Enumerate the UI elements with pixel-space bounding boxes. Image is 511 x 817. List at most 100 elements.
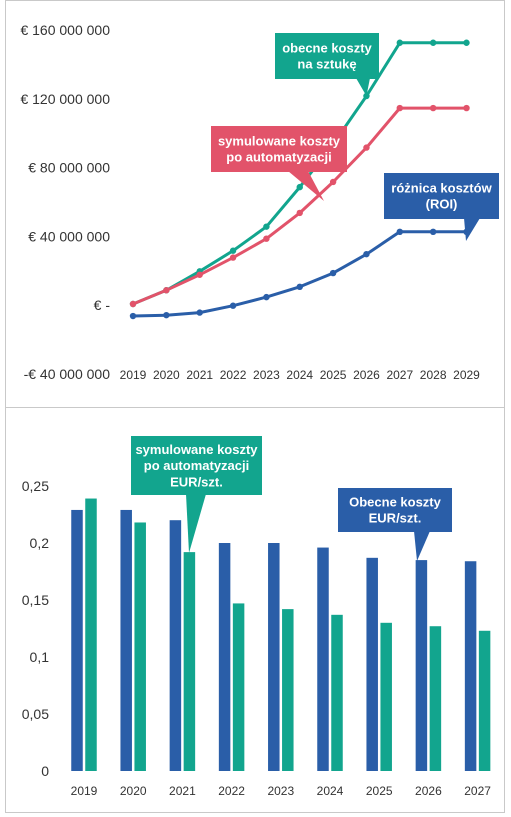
- x-tick-label: 2019: [71, 784, 98, 798]
- callout-obecne-koszty-box: [275, 33, 379, 79]
- y-tick-label: 0,1: [30, 649, 50, 665]
- y-tick-label: € 160 000 000: [20, 22, 110, 38]
- bar-symulowane-koszty-po-automatyzacji-eur-szt: [85, 498, 97, 771]
- x-tick-label: 2026: [353, 368, 380, 382]
- callout-obecne-koszty-eur-pointer: [414, 531, 430, 561]
- callout-symulowane-koszty-label: po automatyzacji: [226, 150, 331, 165]
- x-tick-label: 2021: [186, 368, 213, 382]
- data-point-symulowane-koszty-po-automatyzacji: [296, 209, 303, 217]
- y-tick-label: 0,05: [22, 706, 49, 722]
- data-point-różnica-kosztów-roi: [363, 250, 370, 258]
- y-tick-label: € 40 000 000: [28, 228, 110, 244]
- callout-symulowane-koszty-eur-label: symulowane koszty: [135, 442, 258, 457]
- x-tick-label: 2023: [253, 368, 280, 382]
- callout-symulowane-koszty-eur-box: [131, 436, 262, 495]
- bar-symulowane-koszty-po-automatyzacji-eur-szt: [380, 622, 392, 771]
- x-tick-label: 2027: [386, 368, 413, 382]
- callout-symulowane-koszty-eur-label: EUR/szt.: [170, 474, 223, 489]
- x-tick-label: 2027: [464, 784, 491, 798]
- x-tick-label: 2025: [366, 784, 393, 798]
- data-point-symulowane-koszty-po-automatyzacji: [363, 144, 370, 151]
- y-tick-label: € -: [94, 297, 111, 313]
- data-point-symulowane-koszty-po-automatyzacji: [396, 104, 403, 112]
- bar-obecne-koszty-eur-szt: [71, 509, 83, 771]
- callout-roznica-kosztow-pointer: [464, 218, 480, 241]
- callout-obecne-koszty: obecne koszty na sztukę: [275, 33, 379, 97]
- x-tick-label: 2020: [120, 784, 147, 798]
- data-point-symulowane-koszty-po-automatyzacji: [463, 104, 470, 112]
- bar-obecne-koszty-eur-szt: [317, 547, 329, 771]
- bar-symulowane-koszty-po-automatyzacji-eur-szt: [282, 609, 294, 771]
- data-point-obecne-koszty-na-sztukę: [396, 39, 403, 46]
- bar-symulowane-koszty-po-automatyzacji-eur-szt: [232, 603, 245, 771]
- data-point-symulowane-koszty-po-automatyzacji: [129, 300, 137, 308]
- data-point-obecne-koszty-na-sztukę: [263, 223, 270, 230]
- data-point-obecne-koszty-na-sztukę: [429, 39, 437, 46]
- bar-obecne-koszty-eur-szt: [218, 543, 231, 771]
- x-tick-label: 2021: [169, 784, 196, 798]
- data-point-różnica-kosztów-roi: [329, 269, 337, 277]
- bar-obecne-koszty-eur-szt: [268, 543, 280, 771]
- callout-symulowane-koszty-eur-pointer: [186, 494, 206, 553]
- bar-symulowane-koszty-po-automatyzacji-eur-szt: [134, 522, 146, 771]
- data-point-symulowane-koszty-po-automatyzacji: [263, 235, 270, 242]
- x-tick-label: 2022: [220, 368, 247, 382]
- x-tick-label: 2028: [420, 368, 447, 382]
- y-tick-label: 0,15: [22, 592, 49, 608]
- data-point-różnica-kosztów-roi: [396, 228, 403, 236]
- y-tick-label: 0: [41, 763, 49, 779]
- callout-roznica-kosztow-label: (ROI): [426, 197, 458, 212]
- x-tick-label: 2023: [267, 784, 294, 798]
- data-point-różnica-kosztów-roi: [263, 293, 270, 301]
- callout-obecne-koszty-label: obecne koszty: [282, 40, 372, 55]
- data-point-symulowane-koszty-po-automatyzacji: [429, 104, 437, 112]
- x-tick-label: 2026: [415, 784, 442, 798]
- callout-roznica-kosztow-label: różnica kosztów: [391, 180, 492, 195]
- y-tick-label: € 80 000 000: [28, 160, 110, 176]
- line-chart: € 160 000 000 € 120 000 000 € 80 000 000 € …: [20, 22, 499, 382]
- data-point-symulowane-koszty-po-automatyzacji: [229, 254, 237, 261]
- callout-symulowane-koszty-eur-label: po automatyzacji: [144, 458, 249, 473]
- series-line-różnica-kosztów-roi: [132, 230, 467, 318]
- data-point-symulowane-koszty-po-automatyzacji: [163, 287, 170, 294]
- callout-roznica-kosztow: różnica kosztów (ROI): [384, 173, 499, 241]
- callout-roznica-kosztow-box: [384, 173, 499, 219]
- bar-symulowane-koszty-po-automatyzacji-eur-szt: [429, 626, 442, 771]
- callout-obecne-koszty-label: na sztukę: [297, 57, 356, 72]
- x-tick-label: 2024: [286, 368, 313, 382]
- data-point-różnica-kosztów-roi: [163, 311, 170, 319]
- x-tick-label: 2022: [218, 784, 245, 798]
- bar-chart-panel: 0,25 0,2 0,15 0,1 0,05 0 2019 2020 2021 2022 2023 2…: [5, 407, 505, 813]
- y-tick-label: 0,2: [30, 535, 50, 551]
- data-point-różnica-kosztów-roi: [129, 312, 137, 320]
- callout-obecne-koszty-eur-box: [338, 488, 452, 532]
- callout-obecne-koszty-eur: Obecne koszty EUR/szt.: [338, 488, 452, 561]
- bar-chart: 0,25 0,2 0,15 0,1 0,05 0 2019 2020 2021 2022 2023 2…: [22, 436, 491, 798]
- x-tick-label: 2020: [153, 368, 180, 382]
- data-point-różnica-kosztów-roi: [296, 283, 303, 291]
- callout-symulowane-koszty-box: [211, 126, 347, 172]
- callout-symulowane-koszty-pointer: [288, 171, 324, 201]
- data-point-różnica-kosztów-roi: [429, 228, 437, 236]
- callout-symulowane-koszty: symulowane koszty po automatyzacji: [211, 126, 347, 201]
- line-chart-panel: € 160 000 000 € 120 000 000 € 80 000 000 € …: [5, 0, 505, 408]
- data-point-różnica-kosztów-roi: [196, 309, 203, 316]
- data-point-różnica-kosztów-roi: [229, 302, 237, 309]
- bar-obecne-koszty-eur-szt: [366, 557, 378, 771]
- data-point-obecne-koszty-na-sztukę: [229, 247, 237, 254]
- callout-obecne-koszty-pointer: [356, 78, 370, 97]
- bar-obecne-koszty-eur-szt: [464, 561, 477, 771]
- data-point-obecne-koszty-na-sztukę: [463, 39, 470, 46]
- x-tick-label: 2025: [320, 368, 347, 382]
- y-tick-label: 0,25: [22, 478, 49, 494]
- y-tick-label: € 120 000 000: [20, 91, 110, 107]
- bar-symulowane-koszty-po-automatyzacji-eur-szt: [478, 630, 491, 771]
- data-point-symulowane-koszty-po-automatyzacji: [196, 271, 203, 278]
- callout-obecne-koszty-eur-label: EUR/szt.: [369, 511, 422, 526]
- callout-obecne-koszty-eur-label: Obecne koszty: [349, 494, 442, 509]
- x-tick-label: 2029: [453, 368, 480, 382]
- bar-symulowane-koszty-po-automatyzacji-eur-szt: [183, 552, 196, 771]
- x-tick-label: 2024: [317, 784, 344, 798]
- data-point-obecne-koszty-na-sztukę: [296, 183, 303, 191]
